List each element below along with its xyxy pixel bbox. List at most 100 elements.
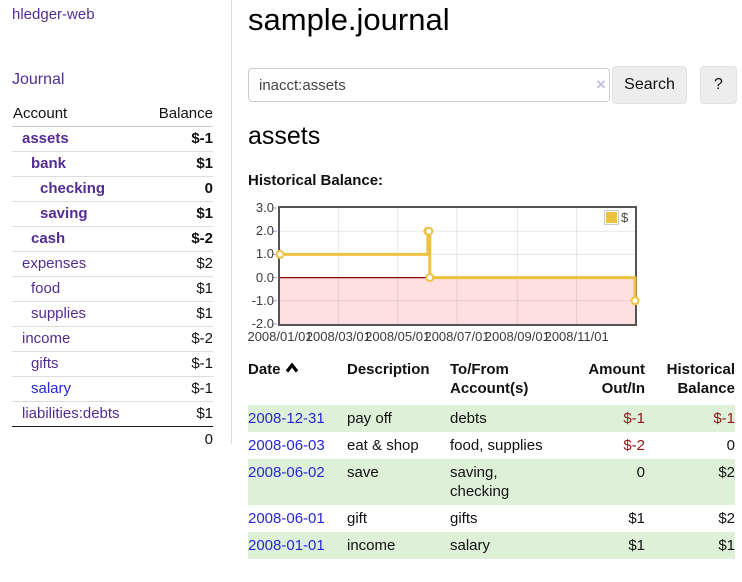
account-balance: $-1 <box>191 355 213 372</box>
transaction-accounts: gifts <box>450 510 478 527</box>
register-row: 2008-12-31 pay off debts $-1 $-1 <box>248 405 735 432</box>
account-row: bank $1 <box>12 152 213 177</box>
account-row: expenses $2 <box>12 252 213 277</box>
sidebar-item-saving[interactable]: saving <box>40 205 88 222</box>
transaction-balance: $1 <box>718 537 735 554</box>
transaction-date-link[interactable]: 2008-06-01 <box>248 510 325 527</box>
account-column-header: To/From Account(s) <box>450 361 529 397</box>
transaction-accounts: food, supplies <box>450 437 543 454</box>
x-axis-tick-label: 2008/01/01 <box>247 329 313 344</box>
account-row: saving $1 <box>12 202 213 227</box>
sidebar-item-food[interactable]: food <box>31 280 61 297</box>
transaction-amount: 0 <box>636 464 645 481</box>
account-balance: $1 <box>196 280 213 297</box>
account-table-header: Account Balance <box>12 102 213 127</box>
account-row: salary $-1 <box>12 377 213 402</box>
transaction-date-link[interactable]: 2008-12-31 <box>248 410 325 427</box>
account-row: gifts $-1 <box>12 352 213 377</box>
register-row: 2008-01-01 income salary $1 $1 <box>248 532 735 559</box>
y-axis-tick-label: 2.0 <box>255 223 274 239</box>
account-page-title: assets <box>248 122 321 150</box>
account-balance: $-1 <box>191 380 213 397</box>
account-balance: $1 <box>196 405 213 422</box>
account-row: cash $-2 <box>12 227 213 252</box>
account-row: supplies $1 <box>12 302 213 327</box>
account-row: checking 0 <box>12 177 213 202</box>
account-balance: $1 <box>196 205 213 222</box>
sidebar-item-checking[interactable]: checking <box>40 180 106 197</box>
sidebar-divider <box>231 0 232 444</box>
accounts-total-value: 0 <box>204 431 213 448</box>
register-row: 2008-06-03 eat & shop food, supplies $-2… <box>248 432 735 459</box>
accounts-total-row: 0 <box>12 427 213 452</box>
account-balance: 0 <box>204 180 213 197</box>
register-table: Date Description To/From Account(s) Amou… <box>248 358 735 559</box>
account-balance: $1 <box>196 305 213 322</box>
search-button[interactable]: Search <box>612 66 687 104</box>
chart-title: Historical Balance: <box>248 172 384 189</box>
account-column-header: Account <box>13 105 68 122</box>
y-axis-tick-label: 0.0 <box>255 269 274 285</box>
transaction-description: income <box>347 537 396 554</box>
sidebar-item-gifts[interactable]: gifts <box>31 355 59 372</box>
transaction-amount: $-1 <box>623 410 645 427</box>
transaction-amount: $1 <box>628 510 645 527</box>
page-title: sample.journal <box>248 2 450 37</box>
account-row: liabilities:debts $1 <box>12 402 213 427</box>
sidebar-item-liabilities-debts[interactable]: liabilities:debts <box>22 405 120 422</box>
transaction-description: save <box>347 464 379 481</box>
search-input[interactable] <box>248 68 610 102</box>
sidebar-item-cash[interactable]: cash <box>31 230 66 247</box>
chart-plot <box>272 206 640 326</box>
account-balance: $-2 <box>191 330 213 347</box>
sort-ascending-icon <box>285 363 298 373</box>
transaction-date-link[interactable]: 2008-06-02 <box>248 464 325 481</box>
sidebar-item-salary[interactable]: salary <box>31 380 72 397</box>
amount-column-header: Amount Out/In <box>588 361 645 397</box>
transaction-accounts: salary <box>450 537 491 554</box>
account-balance: $-2 <box>191 230 213 247</box>
transaction-accounts: saving, checking <box>450 464 510 500</box>
account-row: income $-2 <box>12 327 213 352</box>
register-row: 2008-06-01 gift gifts $1 $2 <box>248 505 735 532</box>
sidebar-item-assets[interactable]: assets <box>22 130 69 147</box>
x-axis-tick-label: 2008/09/01 <box>484 329 550 344</box>
legend-swatch <box>606 212 617 223</box>
description-column-header: Description <box>347 361 430 378</box>
sidebar-item-supplies[interactable]: supplies <box>31 305 87 322</box>
y-axis-tick-label: 1.0 <box>255 246 274 262</box>
chart-legend: $ <box>603 210 630 225</box>
transaction-amount: $1 <box>628 537 645 554</box>
x-axis-tick-label: 2008/07/01 <box>424 329 490 344</box>
transaction-description: eat & shop <box>347 437 419 454</box>
x-axis-tick-label: 2008/11/01 <box>544 329 609 344</box>
account-row: food $1 <box>12 277 213 302</box>
x-axis-tick-label: 2008/03/01 <box>305 329 371 344</box>
sidebar-item-income[interactable]: income <box>22 330 71 347</box>
transaction-balance: $-1 <box>713 410 735 427</box>
date-column-header[interactable]: Date <box>248 358 347 405</box>
transaction-balance: $2 <box>718 510 735 527</box>
register-row: 2008-06-02 save saving, checking 0 $2 <box>248 459 735 505</box>
balance-column-header: Historical Balance <box>666 361 735 397</box>
transaction-date-link[interactable]: 2008-06-03 <box>248 437 325 454</box>
y-axis-tick-label: -1.0 <box>251 292 274 308</box>
x-axis-tick-label: 2008/05/01 <box>365 329 431 344</box>
transaction-date-link[interactable]: 2008-01-01 <box>248 537 325 554</box>
clear-search-icon[interactable]: × <box>596 75 606 94</box>
account-balance-table: Account Balance assets $-1 bank $1 check… <box>12 102 213 452</box>
account-balance: $1 <box>196 155 213 172</box>
sidebar-item-journal[interactable]: Journal <box>12 71 65 88</box>
transaction-description: gift <box>347 510 368 527</box>
account-balance: $-1 <box>191 130 213 147</box>
y-axis-tick-label: 3.0 <box>255 200 274 215</box>
register-header-row: Date Description To/From Account(s) Amou… <box>248 358 735 405</box>
help-button[interactable]: ? <box>700 66 737 104</box>
app-brand-link[interactable]: hledger-web <box>12 6 95 23</box>
account-balance: $2 <box>196 255 213 272</box>
transaction-balance: $2 <box>718 464 735 481</box>
sidebar-item-bank[interactable]: bank <box>31 155 67 172</box>
legend-swatch-box <box>604 210 619 225</box>
transaction-description: pay off <box>347 410 392 427</box>
sidebar-item-expenses[interactable]: expenses <box>22 255 87 272</box>
